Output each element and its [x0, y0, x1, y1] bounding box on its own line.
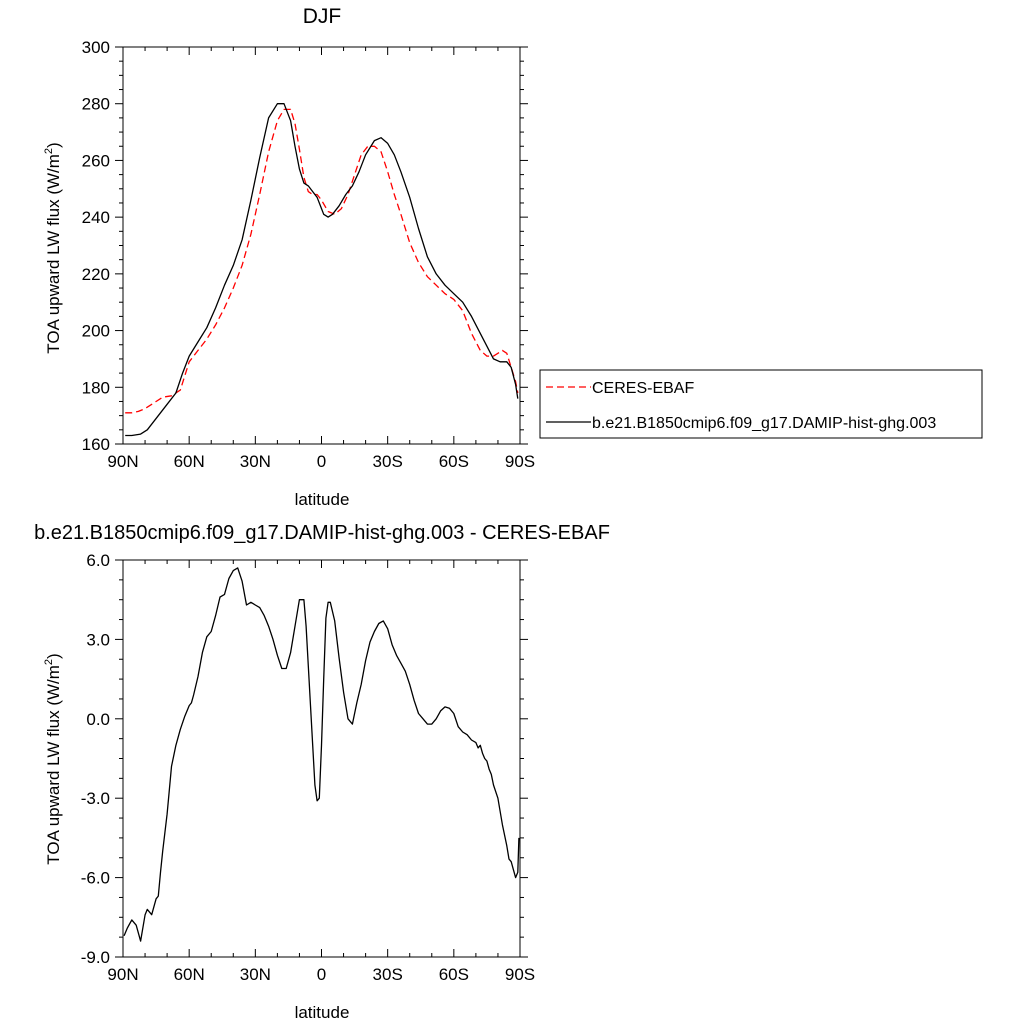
top-plot-frame: [122, 46, 521, 445]
bottom-x-tick-label: 60S: [439, 965, 469, 984]
top-x-tick-label: 60N: [174, 452, 205, 471]
top-x-tick-label: 90S: [505, 452, 535, 471]
legend-label-model: b.e21.B1850cmip6.f09_g17.DAMIP-hist-ghg.…: [592, 415, 936, 432]
top-y-tick-label: 300: [82, 38, 110, 57]
bottom-panel: b.e21.B1850cmip6.f09_g17.DAMIP-hist-ghg.…: [34, 522, 610, 1022]
bottom-chart-title: b.e21.B1850cmip6.f09_g17.DAMIP-hist-ghg.…: [34, 522, 610, 544]
top-x-axis-label: latitude: [295, 490, 350, 509]
top-y-tick-labels: 160 180 200 220 240 260 280 300: [82, 38, 110, 454]
bottom-y-tick-label: 0.0: [86, 710, 110, 729]
top-chart-title: DJF: [303, 5, 342, 28]
top-x-tick-label: 0: [317, 452, 326, 471]
bottom-y-tick-label: 6.0: [86, 551, 110, 570]
top-y-tick-label: 280: [82, 95, 110, 114]
top-y-tick-label: 200: [82, 322, 110, 341]
top-x-tick-label: 30N: [240, 452, 271, 471]
bottom-x-tick-label: 30S: [373, 965, 403, 984]
legend-label-ceres: CERES-EBAF: [592, 380, 694, 397]
bottom-y-tick-label: -9.0: [81, 948, 110, 967]
bottom-x-tick-label: 0: [317, 965, 326, 984]
top-series-line-1: [125, 108, 519, 414]
top-x-tick-label: 60S: [439, 452, 469, 471]
legend: CERES-EBAF b.e21.B1850cmip6.f09_g17.DAMI…: [539, 369, 983, 439]
bottom-y-axis-label: TOA upward LW flux (W/m2): [43, 653, 63, 864]
top-x-tick-label: 30S: [373, 452, 403, 471]
bottom-x-axis-label: latitude: [295, 1003, 350, 1022]
top-series-line-2: [125, 103, 519, 437]
bottom-x-tick-labels: 90N 60N 30N 0 30S 60S 90S: [107, 965, 535, 984]
bottom-y-tick-labels: -9.0 -6.0 -3.0 0.0 3.0 6.0: [81, 551, 110, 967]
top-y-axis-label: TOA upward LW flux (W/m2): [43, 142, 63, 353]
bottom-series-line-1: [123, 567, 520, 942]
bottom-x-tick-label: 90N: [107, 965, 138, 984]
bottom-x-tick-label: 90S: [505, 965, 535, 984]
top-series-lines: [125, 103, 519, 437]
bottom-x-tick-label: 60N: [174, 965, 205, 984]
bottom-y-tick-label: 3.0: [86, 630, 110, 649]
top-panel: DJF latitude TOA upward LW flux (W/m2) 9…: [43, 5, 535, 509]
top-x-tick-label: 90N: [107, 452, 138, 471]
top-y-tick-label: 240: [82, 208, 110, 227]
bottom-plot-frame: [122, 559, 521, 958]
top-x-tick-labels: 90N 60N 30N 0 30S 60S 90S: [107, 452, 535, 471]
top-axis-ticks: [115, 46, 528, 445]
top-y-tick-label: 180: [82, 378, 110, 397]
top-y-tick-label: 220: [82, 265, 110, 284]
bottom-x-tick-label: 30N: [240, 965, 271, 984]
bottom-y-tick-label: -6.0: [81, 869, 110, 888]
legend-box: [539, 369, 983, 439]
top-y-tick-label: 160: [82, 435, 110, 454]
bottom-y-tick-label: -3.0: [81, 789, 110, 808]
bottom-series-lines: [123, 567, 520, 942]
top-y-tick-label: 260: [82, 151, 110, 170]
